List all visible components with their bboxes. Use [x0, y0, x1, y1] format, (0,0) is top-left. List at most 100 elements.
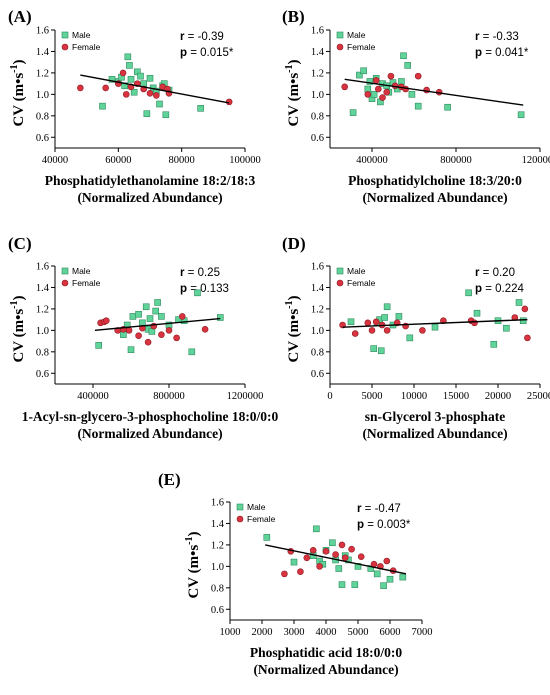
x-tick-label: 100000: [229, 155, 261, 166]
legend-female-label: Female: [72, 278, 101, 288]
regression-line: [80, 74, 230, 104]
legend-female-label: Female: [72, 42, 101, 52]
x-tick-label: 400000: [356, 155, 388, 166]
x-tick-label: 60000: [105, 155, 131, 166]
y-tick-label: 0.6: [36, 133, 49, 144]
male-point: [351, 581, 359, 588]
x-tick-label: 7000: [412, 627, 433, 638]
female-point: [341, 83, 349, 91]
female-point: [281, 570, 288, 578]
male-point: [130, 88, 138, 96]
female-point: [351, 330, 359, 337]
regression-line: [344, 78, 524, 106]
female-point: [135, 332, 142, 340]
male-point: [108, 76, 116, 83]
male-point: [349, 109, 357, 116]
female-point: [521, 305, 529, 313]
x-tick-label: 4000: [316, 627, 337, 638]
legend-male-label: Male: [347, 30, 366, 40]
female-point: [103, 317, 110, 325]
male-point: [188, 348, 196, 356]
male-point: [143, 110, 151, 117]
y-tick-label: 1.6: [211, 498, 224, 509]
female-point: [102, 84, 109, 92]
female-point: [383, 327, 391, 334]
y-axis-label: CV (m•s-1): [9, 59, 27, 126]
female-point: [348, 545, 355, 553]
legend-male-label: Male: [247, 502, 266, 512]
legend-female-label: Female: [347, 278, 376, 288]
y-tick-label: 1.6: [311, 262, 324, 273]
male-point: [431, 323, 439, 331]
y-tick-label: 0.8: [311, 347, 324, 358]
female-point: [165, 327, 173, 334]
male-point: [129, 313, 137, 320]
y-tick-label: 1.2: [36, 304, 49, 315]
female-point: [341, 554, 349, 562]
female-point: [303, 554, 311, 562]
male-point: [377, 347, 385, 355]
male-point: [194, 289, 201, 297]
p-statistic: p = 0.003*: [357, 519, 411, 531]
female-point: [179, 313, 186, 320]
male-point: [386, 575, 394, 583]
male-point: [360, 67, 367, 75]
legend-male-label: Male: [72, 266, 91, 276]
male-point: [154, 299, 161, 306]
y-tick-label: 0.8: [211, 583, 224, 594]
x-axis-label-line-1: (Normalized Abundance): [77, 426, 222, 441]
y-tick-label: 1.4: [36, 283, 50, 294]
y-axis-label: CV (m•s-1): [284, 295, 302, 362]
legend-female-marker: [336, 279, 344, 287]
male-point: [127, 76, 135, 83]
male-point: [400, 52, 407, 60]
y-tick-label: 1.0: [36, 326, 49, 337]
r-statistic: r = 0.25: [180, 267, 220, 279]
x-tick-label: 400000: [77, 391, 109, 402]
female-point: [332, 551, 339, 558]
female-point: [372, 77, 380, 84]
male-point: [370, 91, 378, 98]
y-tick-label: 0.8: [311, 111, 324, 122]
female-point: [379, 94, 386, 101]
y-tick-label: 1.4: [311, 283, 325, 294]
x-axis-label-line-0: Phosphatidic acid 18:0/0:0: [250, 645, 403, 660]
chart-panel-4: (E) 0.6 0.8 1.0 1.2 1.4 1.6 1000 2000 3000 4000 500…: [158, 470, 433, 677]
r-statistic: r = -0.47: [357, 503, 401, 515]
legend-female-label: Female: [247, 514, 276, 524]
x-tick-label: 15000: [443, 391, 469, 402]
male-point: [152, 307, 159, 315]
male-point: [124, 53, 132, 61]
legend-female-marker: [336, 43, 344, 51]
y-tick-label: 1.0: [311, 326, 324, 337]
panel-label: (A): [8, 7, 32, 26]
male-point: [515, 299, 523, 306]
male-point: [127, 346, 135, 353]
male-point: [395, 313, 403, 320]
male-point: [137, 72, 144, 80]
p-statistic: p = 0.015*: [180, 47, 234, 59]
male-point: [503, 324, 510, 332]
male-point: [465, 289, 472, 297]
x-tick-label: 6000: [380, 627, 401, 638]
panel-label: (B): [282, 7, 305, 26]
male-point: [290, 558, 298, 566]
female-point: [153, 92, 160, 99]
female-point: [144, 338, 152, 346]
x-tick-label: 3000: [284, 627, 305, 638]
female-point: [368, 327, 376, 334]
y-tick-label: 1.2: [311, 304, 324, 315]
male-point: [156, 100, 163, 108]
y-axis-label: CV (m•s-1): [284, 59, 302, 126]
x-axis-label-line-1: (Normalized Abundance): [253, 662, 398, 677]
x-tick-label: 800000: [440, 155, 472, 166]
male-point: [408, 91, 416, 98]
x-tick-label: 1000: [220, 627, 241, 638]
y-axis-label: CV (m•s-1): [9, 295, 27, 362]
female-point: [383, 88, 391, 96]
panel-label: (C): [8, 234, 32, 253]
male-point: [399, 573, 407, 581]
female-point: [146, 89, 154, 97]
male-point: [414, 102, 422, 110]
y-tick-label: 0.6: [36, 369, 49, 380]
